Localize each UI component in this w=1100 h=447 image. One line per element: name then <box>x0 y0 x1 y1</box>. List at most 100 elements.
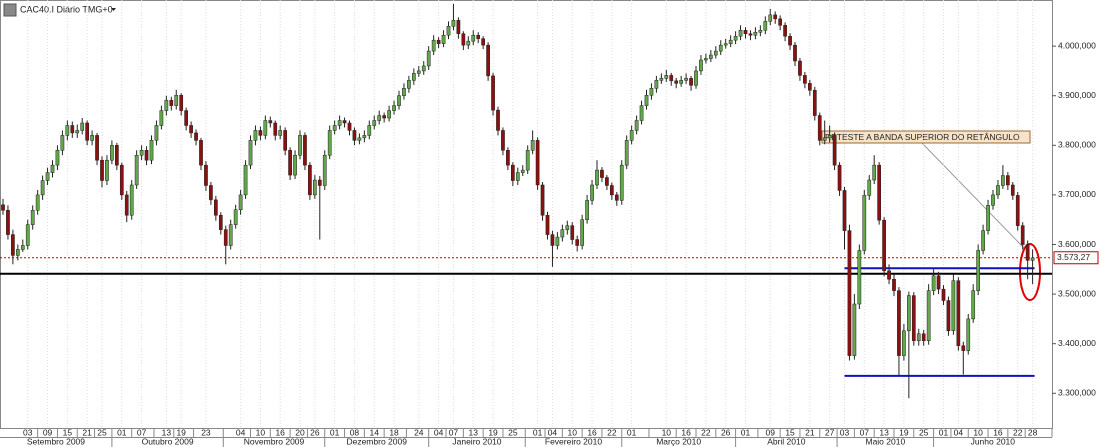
candle-body <box>590 184 594 201</box>
x-tick-label: 04 <box>434 427 444 437</box>
candle-body <box>803 75 807 84</box>
candle-body <box>95 135 99 161</box>
candle-body <box>50 164 55 173</box>
candle-body <box>80 122 85 131</box>
candle-body <box>1010 184 1015 196</box>
month-label: Fevereiro 2010 <box>545 436 602 446</box>
candle-body <box>738 30 743 37</box>
y-tick-label: 3.400,000 <box>1058 338 1096 348</box>
candle-body <box>595 169 599 186</box>
candle-body <box>367 125 372 136</box>
candle-body <box>907 295 911 332</box>
candle-body <box>218 214 223 230</box>
candle-body <box>926 290 931 341</box>
candle-body <box>377 115 382 121</box>
candle-body <box>209 185 213 201</box>
y-tick-label: 4.000,000 <box>1058 40 1096 50</box>
candle-body <box>392 105 396 111</box>
candle-body <box>149 140 154 161</box>
candle-body <box>466 40 471 46</box>
candle-body <box>812 90 817 116</box>
candle-body <box>892 278 896 291</box>
candle-body <box>352 130 357 141</box>
candle-body <box>852 303 857 356</box>
candle-body <box>1001 175 1005 186</box>
candle-body <box>30 210 35 225</box>
x-tick-label: 07 <box>449 427 459 437</box>
candle-body <box>515 172 520 181</box>
candle-body <box>332 125 337 131</box>
candle-body <box>540 184 545 216</box>
x-tick-label: 19 <box>488 427 498 437</box>
candle-body <box>110 145 114 161</box>
y-tick-label: 3.700,000 <box>1058 189 1096 199</box>
candle-body <box>555 236 560 246</box>
candle-body <box>263 120 268 136</box>
last-price-label: 3.573,27 <box>1057 252 1090 262</box>
candle-body <box>1030 257 1035 261</box>
month-label: Março 2010 <box>656 436 701 446</box>
candle-body <box>837 164 842 191</box>
candle-body <box>535 140 540 186</box>
x-tick-label: 07 <box>137 427 147 437</box>
plot-frame <box>0 0 1053 429</box>
candle-body <box>233 209 238 225</box>
candle-body <box>293 154 297 176</box>
candle-body <box>362 135 367 139</box>
candle-body <box>614 194 619 201</box>
candle-body <box>753 31 758 36</box>
x-tick-label: 24 <box>414 427 424 437</box>
x-tick-label: 22 <box>1013 427 1023 437</box>
candle-body <box>862 195 867 251</box>
candle-body <box>288 150 292 176</box>
candle-body <box>520 169 525 173</box>
x-tick-label: 25 <box>97 427 107 437</box>
x-tick-label: 16 <box>587 427 597 437</box>
y-tick-label: 3.500,000 <box>1058 288 1096 298</box>
candle-body <box>565 225 570 230</box>
candle-body <box>1006 175 1010 186</box>
candle-body <box>35 194 40 211</box>
candle-body <box>189 125 193 134</box>
candle-body <box>634 120 639 131</box>
y-tick-label: 3.600,000 <box>1058 239 1096 249</box>
candle-body <box>20 245 25 250</box>
candle-body <box>733 35 738 41</box>
candle-body <box>253 130 258 141</box>
candle-body <box>699 59 703 72</box>
candle-body <box>461 33 466 46</box>
candle-body <box>986 205 990 231</box>
x-tick-label: 16 <box>993 427 1003 437</box>
candle-body <box>842 190 847 231</box>
candle-body <box>164 99 169 111</box>
candle-body <box>624 140 629 166</box>
x-tick-label: 13 <box>162 427 172 437</box>
candle-body <box>214 199 218 216</box>
candle-body <box>119 164 124 196</box>
candle-body <box>357 137 362 141</box>
candle-body <box>159 110 164 126</box>
candle-body <box>585 200 589 220</box>
candle-body <box>347 122 352 131</box>
candle-body <box>298 135 302 156</box>
annotation-box <box>821 130 1031 144</box>
x-tick-label: 09 <box>766 427 776 437</box>
candle-body <box>822 137 827 141</box>
candle-body <box>342 120 347 124</box>
candle-body <box>560 229 565 238</box>
x-tick-label: 27 <box>825 427 835 437</box>
candle-body <box>60 135 65 151</box>
candle-body <box>40 180 45 196</box>
candle-body <box>575 239 580 246</box>
candle-body <box>496 109 500 131</box>
candle-body <box>174 94 179 106</box>
x-tick-label: 21 <box>82 427 92 437</box>
chart-title: CAC40.I Diário TMG+0 <box>20 4 113 14</box>
candle-body <box>327 130 332 156</box>
candle-body <box>243 164 248 196</box>
candle-body <box>916 333 921 341</box>
candle-body <box>1015 195 1020 226</box>
dropdown-arrow[interactable] <box>111 8 116 11</box>
month-label: Dezembro 2009 <box>346 436 407 446</box>
y-tick-label: 3.900,000 <box>1058 90 1096 100</box>
